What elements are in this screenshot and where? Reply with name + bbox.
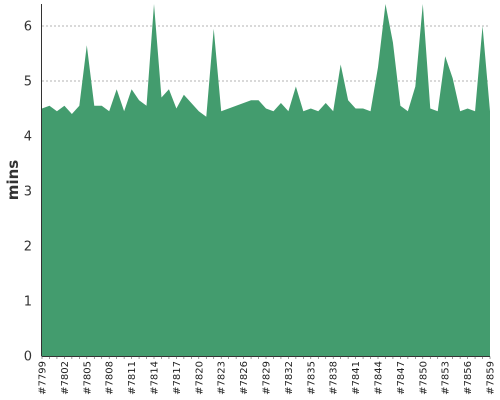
x-tick-label: #7838	[329, 361, 340, 395]
x-tick-label: #7856	[463, 361, 474, 395]
x-tick-label: #7823	[217, 361, 228, 395]
area-layer	[42, 4, 490, 356]
x-tick-label: #7832	[284, 361, 295, 395]
y-tick-label: 2	[24, 240, 32, 255]
y-tick-label: 0	[24, 350, 32, 365]
y-tick-labels: 0 1 2 3 4 5 6	[24, 20, 32, 365]
x-tick-label: #7847	[396, 361, 407, 395]
x-tick-label: #7805	[82, 361, 93, 395]
x-tick-label: #7835	[306, 361, 317, 395]
x-tick-label: #7814	[150, 361, 161, 395]
x-tick-label: #7853	[441, 361, 452, 395]
y-tick-label: 5	[24, 75, 32, 90]
x-tick-label: #7808	[105, 361, 116, 395]
y-tick-label: 6	[24, 20, 32, 35]
x-tick-label: #7826	[239, 361, 250, 395]
x-tick-label: #7829	[262, 361, 273, 395]
area-series	[42, 4, 490, 356]
x-tick-label: #7820	[194, 361, 205, 395]
x-tick-label: #7817	[172, 361, 183, 395]
x-tick-label: #7859	[486, 361, 497, 395]
x-tick-label: #7844	[374, 361, 385, 395]
x-tick-label: #7802	[60, 361, 71, 395]
x-tick-label: #7799	[38, 361, 49, 395]
x-tick-label: #7811	[127, 361, 138, 395]
x-tick-label: #7841	[351, 361, 362, 395]
y-axis-label: mins	[4, 160, 22, 200]
axis-layer	[41, 4, 491, 359]
y-tick-label: 4	[24, 130, 32, 145]
y-tick-label: 3	[24, 185, 32, 200]
x-tick-labels: #7799 #7802 #7805 #7808 #7811 #7814 #7817 #7820…	[38, 361, 497, 395]
x-tick-label: #7850	[418, 361, 429, 395]
y-tick-label: 1	[24, 295, 32, 310]
